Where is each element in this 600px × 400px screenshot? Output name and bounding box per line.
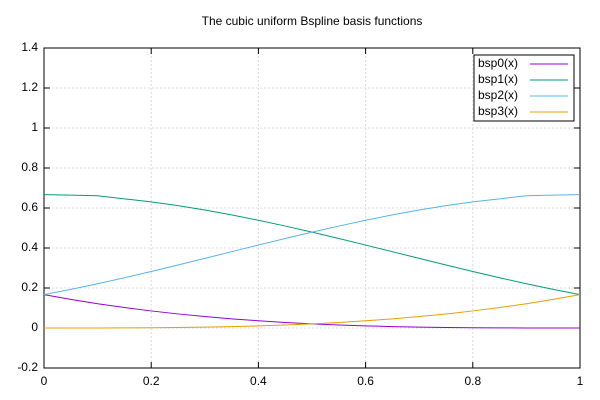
x-tick-label: 0.2 [143,374,160,388]
legend-label: bsp3(x) [478,104,518,118]
legend-box [473,54,575,122]
legend-label: bsp2(x) [478,88,518,102]
y-tick-label: 0.2 [21,280,38,294]
y-tick-label: 0.4 [21,240,38,254]
y-tick-label: 1.4 [21,40,38,54]
legend-label: bsp1(x) [478,72,518,86]
y-tick-label: 1.2 [21,80,38,94]
x-tick-label: 0.8 [464,374,481,388]
x-tick-label: 0 [41,374,48,388]
chart-title: The cubic uniform Bspline basis function… [202,14,423,28]
series-line [43,194,581,296]
y-tick-label: 0.8 [21,160,38,174]
legend-label: bsp0(x) [478,56,518,70]
x-tick-label: 1 [577,374,584,388]
plot-border [43,47,581,369]
y-tick-label: 0 [31,320,38,334]
y-tick-label: 0.6 [21,200,38,214]
series-line [43,194,581,296]
x-tick-label: 0.4 [250,374,267,388]
series-line [44,294,581,329]
x-tick-label: 0.6 [357,374,374,388]
y-tick-label: -0.2 [17,360,38,374]
series-line [43,294,580,329]
y-tick-label: 1 [31,120,38,134]
